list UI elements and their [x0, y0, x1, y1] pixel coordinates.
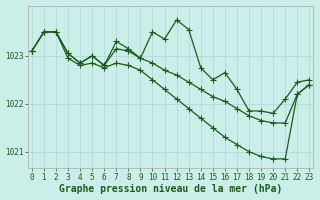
X-axis label: Graphe pression niveau de la mer (hPa): Graphe pression niveau de la mer (hPa) [59, 184, 282, 194]
